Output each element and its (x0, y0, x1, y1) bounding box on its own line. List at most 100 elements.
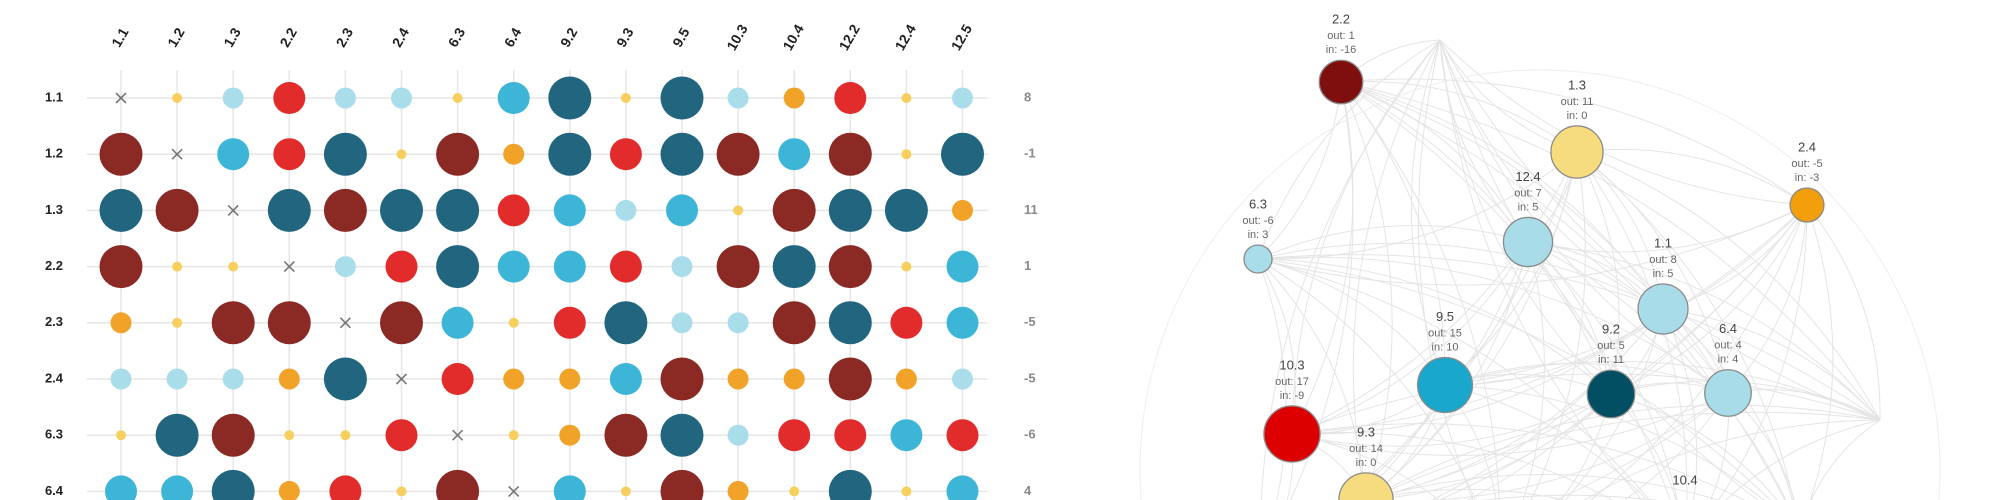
edge (1480, 494, 1658, 500)
edge (1257, 224, 1529, 260)
column-label: 6.3 (445, 25, 469, 50)
node-out: out: 15 (1428, 327, 1462, 339)
cell-circle (503, 143, 525, 165)
node-in: in: 5 (1518, 201, 1539, 213)
edge (1340, 81, 1671, 500)
node-out: out: 5 (1597, 340, 1625, 352)
cell-circle (828, 245, 872, 289)
edge (1564, 308, 1664, 500)
cell-circle (901, 93, 912, 103)
cell-circle (155, 413, 199, 457)
node (1789, 187, 1825, 223)
marks: 1.1 1.2 1.3 2.2 2.3 2.4 6.3 6.4 9.2 9.3 9.5 10.3 10.… (45, 12, 1825, 500)
cell-circle (391, 87, 412, 109)
node (1704, 369, 1752, 417)
cell-circle (380, 301, 423, 345)
edge (1257, 258, 1446, 386)
cell-circle (99, 245, 143, 289)
edge (1430, 308, 1664, 500)
edge (1522, 241, 1545, 500)
diagonal-mark (115, 92, 127, 104)
diagonal-stroke (508, 485, 520, 497)
cell-circle (436, 188, 480, 232)
cell-circle (228, 261, 239, 272)
cell-circle (778, 138, 811, 171)
cell-circle (99, 132, 143, 176)
edge (1439, 39, 1664, 310)
edge (1410, 39, 1446, 386)
cell-circle (772, 301, 816, 345)
column-label: 12.4 (892, 21, 920, 53)
node-in: in: -16 (1326, 44, 1357, 56)
cell-circle (828, 301, 872, 345)
edge (1439, 39, 1612, 395)
cell-circle (941, 132, 984, 176)
cell-circle (559, 368, 581, 390)
cell-circle (166, 368, 188, 390)
node-in: in: 3 (1248, 229, 1269, 241)
edge (1444, 151, 1578, 386)
edge (1257, 39, 1441, 260)
cell-circle (620, 486, 631, 497)
cell-circle (452, 93, 463, 103)
cell-circle (267, 301, 311, 345)
row-label: 2.2 (45, 258, 63, 273)
node-label: 1.1 (1654, 235, 1672, 250)
cell-circle (273, 82, 306, 114)
edge (1257, 258, 1477, 500)
cell-circle (172, 261, 183, 272)
cell-circle (323, 132, 367, 176)
cell-circle (497, 194, 530, 227)
node-label: 9.3 (1357, 424, 1375, 439)
edge (1291, 393, 1612, 447)
edge (1589, 204, 1808, 500)
row-label: 6.3 (45, 427, 63, 442)
diagonal-stroke (339, 317, 351, 329)
cell-circle (553, 250, 586, 283)
diagonal-mark (508, 485, 520, 497)
edge (1444, 362, 1729, 394)
cell-circle (733, 205, 744, 216)
edge (1291, 81, 1354, 435)
diagonal-mark (283, 261, 295, 273)
cell-circle (660, 469, 704, 500)
edge (1257, 204, 1808, 286)
node-label: 2.2 (1332, 12, 1350, 27)
node (1416, 356, 1474, 414)
edge (1291, 423, 1746, 500)
cell-circle (727, 87, 749, 109)
edge (1257, 258, 1771, 500)
cell-circle (952, 87, 973, 109)
edge (1340, 81, 1729, 394)
cell-circle (660, 132, 704, 176)
cell-circle (436, 132, 480, 176)
row-total: 8 (1024, 89, 1031, 104)
edge (1257, 242, 1664, 310)
node-in: in: 0 (1567, 110, 1588, 122)
cell-circle (172, 93, 183, 103)
node-out: out: 1 (1327, 30, 1355, 42)
column-label: 2.4 (389, 25, 413, 50)
cell-circle (901, 149, 912, 160)
diagonal-mark (339, 317, 351, 329)
cell-circle (553, 306, 586, 339)
node-label: 9.5 (1436, 309, 1454, 324)
edge (1662, 308, 1881, 421)
edge (1725, 419, 1881, 500)
row-total: 1 (1024, 258, 1031, 273)
edge (1527, 241, 1678, 500)
cell-circle (615, 199, 637, 221)
edge (1554, 392, 1729, 500)
node-out: out: 17 (1275, 376, 1309, 388)
edge (1291, 431, 1614, 500)
cell-circle (99, 188, 143, 232)
column-label: 2.2 (276, 25, 300, 50)
edge (1527, 241, 1787, 500)
edge (1560, 393, 1612, 500)
node-in: in: 11 (1598, 354, 1624, 366)
node (1637, 283, 1689, 335)
edge (1365, 474, 1720, 500)
edge (1291, 241, 1529, 435)
node-label: 6.4 (1719, 321, 1737, 336)
